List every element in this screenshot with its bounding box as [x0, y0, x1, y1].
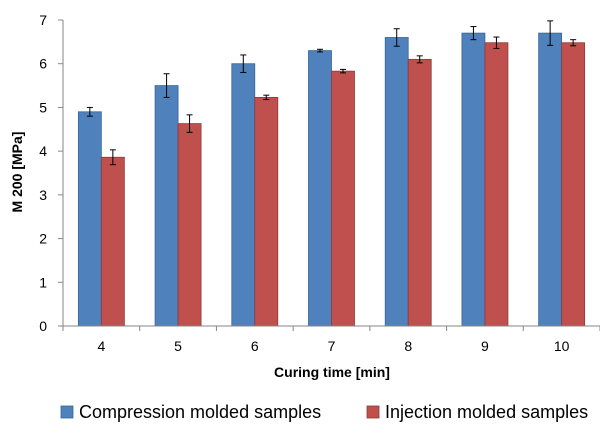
- y-tick-label: 0: [39, 318, 47, 334]
- bar-injection: [254, 96, 279, 327]
- x-tick-label: 7: [328, 338, 336, 354]
- bars: [77, 32, 586, 327]
- x-tick-label: 6: [251, 338, 259, 354]
- x-tick-label: 10: [554, 338, 570, 354]
- y-tick-label: 3: [39, 187, 47, 203]
- bar-compression: [384, 37, 409, 327]
- bar-compression: [77, 111, 102, 327]
- bar-injection: [331, 70, 355, 327]
- bar-injection: [484, 42, 509, 327]
- legend-item-compression: Compression molded samples: [60, 402, 321, 422]
- legend-label-injection: Injection molded samples: [385, 402, 588, 422]
- legend-swatch-injection: [366, 405, 380, 419]
- bar-compression: [538, 32, 563, 327]
- bar-compression: [154, 85, 179, 327]
- bar-injection: [407, 58, 432, 327]
- x-tick-label: 9: [481, 338, 489, 354]
- legend-swatch-compression: [60, 405, 74, 419]
- y-tick-label: 1: [39, 274, 47, 290]
- bar-injection: [561, 42, 586, 327]
- x-tick-label: 5: [174, 338, 182, 354]
- bar-injection: [177, 123, 202, 327]
- error-bars: [86, 20, 577, 166]
- bar-compression: [461, 32, 486, 327]
- axes: [62, 20, 600, 327]
- bar-compression: [308, 50, 332, 327]
- legend-label-compression: Compression molded samples: [79, 402, 321, 422]
- x-tick-label: 8: [404, 338, 412, 354]
- x-tick-label: 4: [97, 338, 105, 354]
- y-axis-title: M 200 [MPa]: [9, 132, 25, 213]
- legend-item-injection: Injection molded samples: [366, 402, 588, 422]
- y-tick-label: 7: [39, 12, 47, 28]
- y-tick-label: 6: [39, 56, 47, 72]
- y-axis-ticks: 0 1 2 3 4 5 6 7: [39, 12, 63, 334]
- y-tick-label: 2: [39, 231, 47, 247]
- legend: Compression molded samples Injection mol…: [60, 402, 588, 422]
- x-axis-ticks: 4 5 6 7 8 9 10: [62, 326, 600, 354]
- bar-injection: [100, 156, 125, 327]
- x-axis-title: Curing time [min]: [274, 364, 390, 380]
- y-tick-label: 5: [39, 99, 47, 115]
- y-tick-label: 4: [39, 143, 47, 159]
- bar-compression: [231, 63, 256, 327]
